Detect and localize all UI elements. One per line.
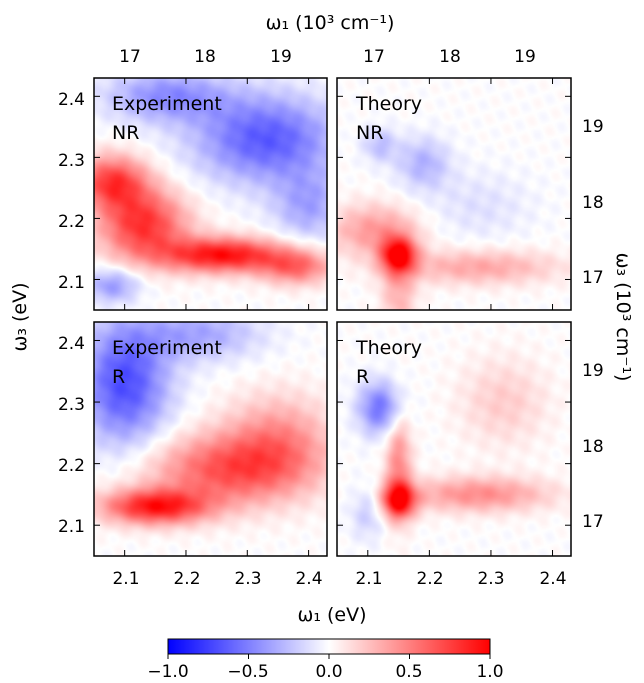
tick-label: 2.2 [173, 569, 200, 589]
tick-label: 18 [194, 47, 216, 67]
panel-title: Theory [355, 93, 422, 115]
right-axis-title: ω₃ (10³ cm⁻¹) [612, 253, 634, 382]
tick-label: 2.1 [58, 273, 85, 293]
left-tick-labels: 2.4 2.3 2.2 2.1 2.4 2.3 2.2 2.1 [58, 90, 85, 537]
heatmap-theory-r [337, 322, 571, 556]
colorbar-tick-label: −1.0 [147, 662, 188, 682]
panel-subtitle: R [112, 366, 125, 388]
heatmap-experiment-r [94, 322, 327, 556]
panel-frame [336, 77, 572, 311]
panel-title: Theory [355, 337, 422, 359]
tick-label: 2.3 [477, 569, 504, 589]
panel-experiment-nr: Experiment NR [93, 77, 328, 311]
tick-label: 2.2 [58, 212, 85, 232]
tick-label: 18 [439, 47, 461, 67]
tick-label: 2.1 [58, 517, 85, 537]
right-tick-labels: 19 18 17 19 18 17 [582, 117, 604, 532]
bottom-tick-labels: 2.1 2.2 2.3 2.4 2.1 2.2 2.3 2.4 [112, 569, 566, 589]
panel-theory-r: Theory R [336, 321, 572, 557]
panel-subtitle: NR [356, 122, 383, 144]
panel-title: Experiment [112, 93, 222, 115]
tick-label: 19 [514, 47, 536, 67]
tick-label: 17 [363, 47, 385, 67]
tick-label: 17 [582, 268, 604, 288]
top-axis-title: ω₁ (10³ cm⁻¹) [266, 12, 395, 34]
tick-label: 2.2 [58, 456, 85, 476]
heatmap-experiment-nr [94, 78, 327, 310]
tick-label: 2.3 [58, 151, 85, 171]
colorbar-tick-label: 0.5 [395, 662, 422, 682]
tick-label: 2.4 [58, 334, 85, 354]
panel-experiment-r: Experiment R [93, 321, 328, 557]
tick-label: 19 [582, 361, 604, 381]
tick-label: 18 [582, 193, 604, 213]
colorbar-tick-label: 1.0 [476, 662, 503, 682]
tick-label: 2.3 [58, 395, 85, 415]
tick-label: 18 [582, 437, 604, 457]
tick-label: 17 [119, 47, 141, 67]
panel-frame [93, 321, 328, 557]
panel-subtitle: R [356, 366, 369, 388]
panel-subtitle: NR [112, 122, 139, 144]
heatmap-theory-nr [337, 78, 571, 310]
tick-label: 19 [270, 47, 292, 67]
tick-label: 2.3 [234, 569, 261, 589]
colorbar: −1.0 −0.5 0.0 0.5 1.0 [147, 638, 504, 682]
tick-label: 19 [582, 117, 604, 137]
colorbar-tick-label: 0.0 [315, 662, 342, 682]
tick-label: 2.4 [295, 569, 322, 589]
tick-marks [94, 78, 571, 556]
bottom-axis-title: ω₁ (eV) [297, 604, 366, 626]
panel-theory-nr: Theory NR [336, 77, 572, 311]
panel-title: Experiment [112, 337, 222, 359]
tick-label: 2.1 [355, 569, 382, 589]
tick-label: 2.2 [416, 569, 443, 589]
top-tick-labels: 17 18 19 17 18 19 [119, 47, 536, 67]
panel-frame [336, 321, 572, 557]
tick-label: 2.1 [112, 569, 139, 589]
tick-label: 17 [582, 512, 604, 532]
tick-label: 2.4 [58, 90, 85, 110]
panel-frame [93, 77, 328, 311]
tick-label: 2.4 [539, 569, 566, 589]
colorbar-gradient [167, 638, 491, 655]
colorbar-tick-label: −0.5 [227, 662, 268, 682]
colorbar-tick-marks [167, 654, 491, 659]
left-axis-title: ω₃ (eV) [9, 282, 31, 351]
